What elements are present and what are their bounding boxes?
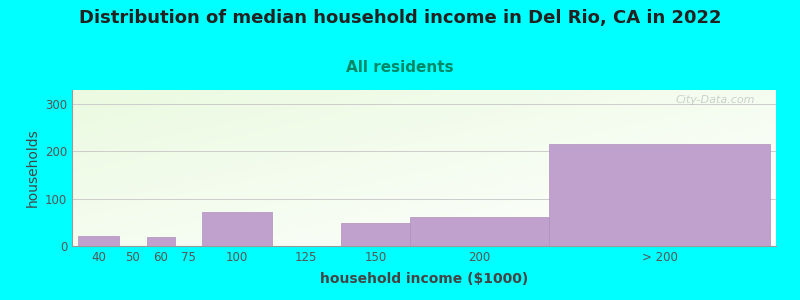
Text: All residents: All residents: [346, 60, 454, 75]
X-axis label: household income ($1000): household income ($1000): [320, 272, 528, 286]
Bar: [341, 223, 410, 246]
Text: City-Data.com: City-Data.com: [675, 95, 755, 105]
Bar: [410, 217, 549, 246]
Bar: [202, 212, 271, 246]
Bar: [147, 236, 174, 246]
Y-axis label: households: households: [26, 129, 39, 207]
Bar: [78, 236, 119, 246]
Bar: [549, 144, 770, 246]
Text: Distribution of median household income in Del Rio, CA in 2022: Distribution of median household income …: [78, 9, 722, 27]
